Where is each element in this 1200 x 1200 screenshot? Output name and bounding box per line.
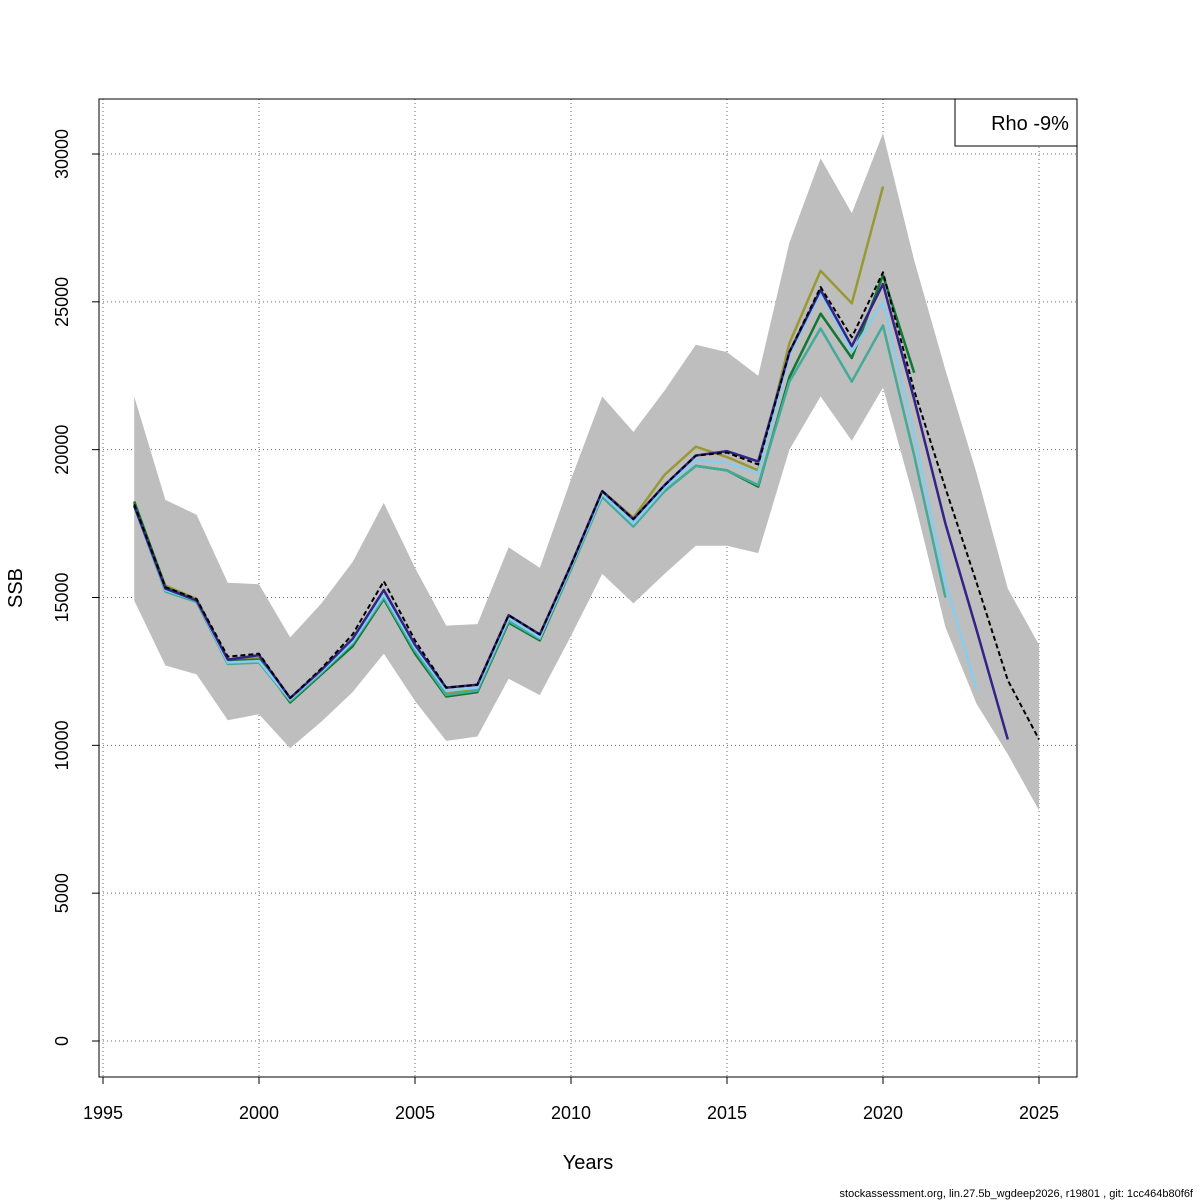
confidence-ribbon-layer	[134, 133, 1039, 811]
y-tick-label: 30000	[52, 129, 72, 179]
series-line-base	[133, 271, 1040, 740]
y-tick-label: 15000	[52, 572, 72, 622]
x-tick-label: 1995	[83, 1103, 123, 1123]
y-tick-label: 0	[52, 1036, 72, 1046]
y-axis: 0 5000 10000 15000 20000 25000 30000	[52, 129, 100, 1046]
y-tick-label: 20000	[52, 425, 72, 475]
y-tick-label: 10000	[52, 720, 72, 770]
series-layer	[133, 186, 1040, 740]
x-tick-label: 2025	[1019, 1103, 1059, 1123]
x-tick-label: 2015	[707, 1103, 747, 1123]
x-tick-label: 2000	[239, 1103, 279, 1123]
x-tick-label: 2005	[395, 1103, 435, 1123]
x-axis: 1995 2000 2005 2010 2015 2020 2025	[83, 1076, 1059, 1123]
legend-box: Rho -9%	[954, 98, 1078, 147]
x-tick-label: 2010	[551, 1103, 591, 1123]
confidence-ribbon	[134, 133, 1039, 811]
x-tick-label: 2020	[863, 1103, 903, 1123]
legend-rho-label: Rho -9%	[991, 113, 1069, 135]
series-line-retro-1	[133, 282, 1010, 740]
x-axis-title: Years	[563, 1152, 613, 1174]
y-axis-title: SSB	[5, 568, 27, 608]
y-tick-label: 25000	[52, 277, 72, 327]
y-tick-label: 5000	[52, 873, 72, 913]
footer-credit: stockassessment.org, lin.27.5b_wgdeep202…	[840, 1188, 1194, 1200]
